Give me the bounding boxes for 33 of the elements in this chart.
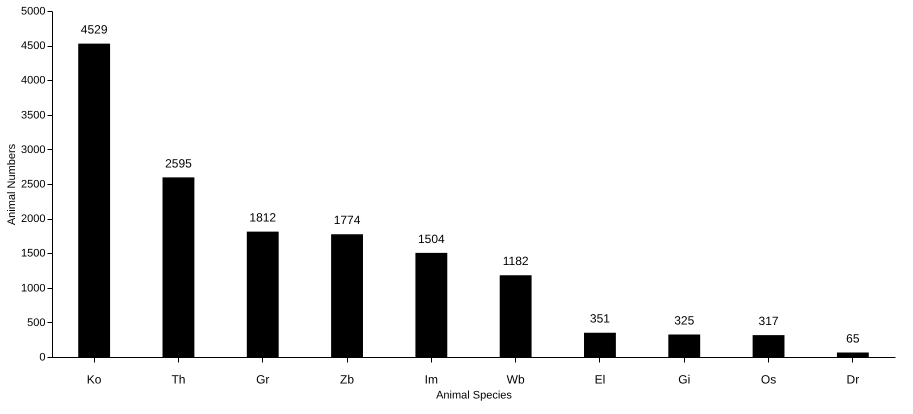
y-tick-label: 3000	[21, 144, 46, 156]
y-tick-label: 5000	[21, 6, 46, 18]
data-label: 1774	[334, 213, 361, 228]
data-label: 325	[674, 314, 695, 328]
y-tick-label: 2500	[21, 178, 46, 190]
x-tick-label: Zb	[340, 372, 354, 386]
x-tick-label: Gi	[678, 372, 690, 386]
data-label: 65	[846, 332, 860, 346]
x-tick-label: Wb	[506, 372, 525, 386]
data-label: 2595	[165, 156, 192, 170]
x-tick-label: Os	[760, 372, 776, 386]
y-tick-label: 1500	[21, 248, 46, 260]
y-axis-title: Animal Numbers	[6, 143, 18, 226]
x-tick-label: Im	[424, 372, 438, 386]
y-tick-label: 3500	[21, 109, 46, 122]
x-tick-label: Gr	[256, 372, 270, 386]
y-tick-label: 500	[27, 316, 46, 329]
x-tick-label: Th	[171, 372, 186, 386]
x-tick-label: Dr	[846, 372, 860, 386]
x-axis-title: Animal Species	[436, 390, 512, 402]
data-label: 1812	[249, 210, 276, 225]
x-tick-label: El	[594, 372, 606, 386]
data-label: 4529	[80, 22, 108, 37]
y-tick-label: 1000	[21, 282, 46, 294]
data-label: 351	[590, 312, 610, 326]
x-tick-label: Ko	[86, 372, 102, 386]
y-tick-label: 4500	[21, 40, 46, 52]
data-label: 317	[758, 314, 779, 328]
y-tick-label: 0	[39, 352, 46, 364]
y-tick-label: 2000	[21, 213, 46, 226]
data-label: 1182	[502, 254, 529, 268]
y-tick-label: 4000	[21, 74, 46, 87]
data-label: 1504	[418, 232, 446, 246]
